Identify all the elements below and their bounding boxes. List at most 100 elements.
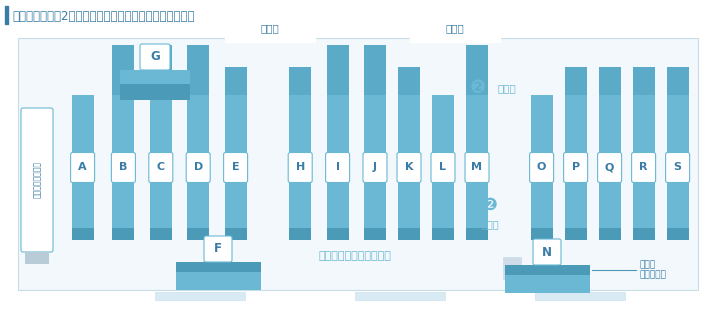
Bar: [530, 95, 552, 240]
Text: A: A: [78, 162, 87, 172]
FancyBboxPatch shape: [224, 152, 248, 182]
Bar: [120, 70, 190, 84]
Text: 案内所: 案内所: [481, 219, 499, 229]
FancyBboxPatch shape: [70, 152, 94, 182]
Text: R: R: [639, 162, 648, 172]
Bar: [112, 95, 134, 240]
Bar: [633, 95, 655, 240]
Bar: [364, 95, 386, 240]
Text: P: P: [572, 162, 579, 172]
Bar: [224, 95, 246, 240]
Text: I: I: [336, 162, 339, 172]
Bar: [564, 95, 586, 240]
Text: G: G: [150, 50, 160, 64]
Bar: [667, 228, 689, 240]
Text: チェックインカウンター: チェックインカウンター: [319, 251, 391, 261]
Text: ❷: ❷: [470, 79, 486, 97]
Bar: [187, 95, 209, 240]
Bar: [667, 67, 689, 95]
Text: O: O: [537, 162, 546, 172]
Bar: [564, 67, 586, 95]
Bar: [633, 67, 655, 95]
Bar: [112, 45, 134, 95]
FancyBboxPatch shape: [632, 152, 655, 182]
Bar: [175, 272, 261, 290]
Text: 南団体
カウンター: 南団体 カウンター: [640, 260, 667, 280]
Text: ❷: ❷: [483, 196, 498, 214]
Bar: [225, 36, 315, 42]
Text: J: J: [373, 162, 377, 172]
FancyBboxPatch shape: [598, 152, 621, 182]
Bar: [432, 95, 454, 240]
Bar: [410, 36, 500, 42]
Bar: [150, 45, 172, 95]
Bar: [187, 45, 209, 95]
Bar: [5, 6, 8, 24]
FancyBboxPatch shape: [564, 152, 588, 182]
Bar: [599, 228, 621, 240]
Text: H: H: [295, 162, 305, 172]
Bar: [72, 95, 94, 240]
Bar: [530, 228, 552, 240]
Bar: [327, 228, 349, 240]
Text: D: D: [194, 162, 203, 172]
FancyBboxPatch shape: [288, 152, 312, 182]
Text: Q: Q: [605, 162, 614, 172]
FancyBboxPatch shape: [363, 152, 387, 182]
Bar: [120, 84, 190, 100]
FancyBboxPatch shape: [21, 108, 53, 252]
Bar: [505, 265, 589, 275]
Text: F: F: [214, 243, 222, 255]
Bar: [599, 95, 621, 240]
Bar: [150, 228, 172, 240]
Bar: [25, 252, 49, 264]
Bar: [432, 228, 454, 240]
Bar: [289, 95, 311, 240]
Text: 成田国際空港第2ターミナル　国際線出発ロビーのご案内: 成田国際空港第2ターミナル 国際線出発ロビーのご案内: [12, 9, 195, 23]
Text: E: E: [231, 162, 239, 172]
Bar: [155, 292, 245, 300]
FancyBboxPatch shape: [431, 152, 455, 182]
Bar: [503, 257, 520, 279]
Bar: [224, 228, 246, 240]
Bar: [175, 262, 261, 272]
Text: M: M: [471, 162, 483, 172]
FancyBboxPatch shape: [397, 152, 421, 182]
Bar: [18, 38, 698, 290]
Bar: [112, 228, 134, 240]
Bar: [466, 45, 488, 95]
FancyBboxPatch shape: [140, 44, 170, 70]
FancyBboxPatch shape: [326, 152, 349, 182]
FancyBboxPatch shape: [533, 239, 561, 265]
Bar: [633, 228, 655, 240]
Text: B: B: [119, 162, 128, 172]
Bar: [150, 95, 172, 240]
Text: 出発口: 出発口: [261, 23, 279, 33]
Bar: [398, 67, 420, 95]
FancyBboxPatch shape: [149, 152, 173, 182]
Text: C: C: [157, 162, 165, 172]
Text: N: N: [542, 245, 552, 259]
Text: 出発口: 出発口: [446, 23, 464, 33]
Text: L: L: [439, 162, 447, 172]
Bar: [564, 228, 586, 240]
FancyBboxPatch shape: [111, 152, 136, 182]
Bar: [505, 275, 589, 293]
FancyBboxPatch shape: [204, 236, 232, 262]
Bar: [289, 228, 311, 240]
Text: 北団体カウンター: 北団体カウンター: [33, 162, 41, 198]
Bar: [466, 228, 488, 240]
Text: K: K: [405, 162, 413, 172]
Bar: [667, 95, 689, 240]
Text: 案内所: 案内所: [498, 83, 517, 93]
Bar: [327, 95, 349, 240]
FancyBboxPatch shape: [530, 152, 554, 182]
Bar: [187, 228, 209, 240]
Bar: [398, 228, 420, 240]
Bar: [289, 67, 311, 95]
Bar: [72, 228, 94, 240]
Bar: [535, 292, 625, 300]
FancyBboxPatch shape: [186, 152, 210, 182]
Bar: [364, 228, 386, 240]
Bar: [599, 67, 621, 95]
